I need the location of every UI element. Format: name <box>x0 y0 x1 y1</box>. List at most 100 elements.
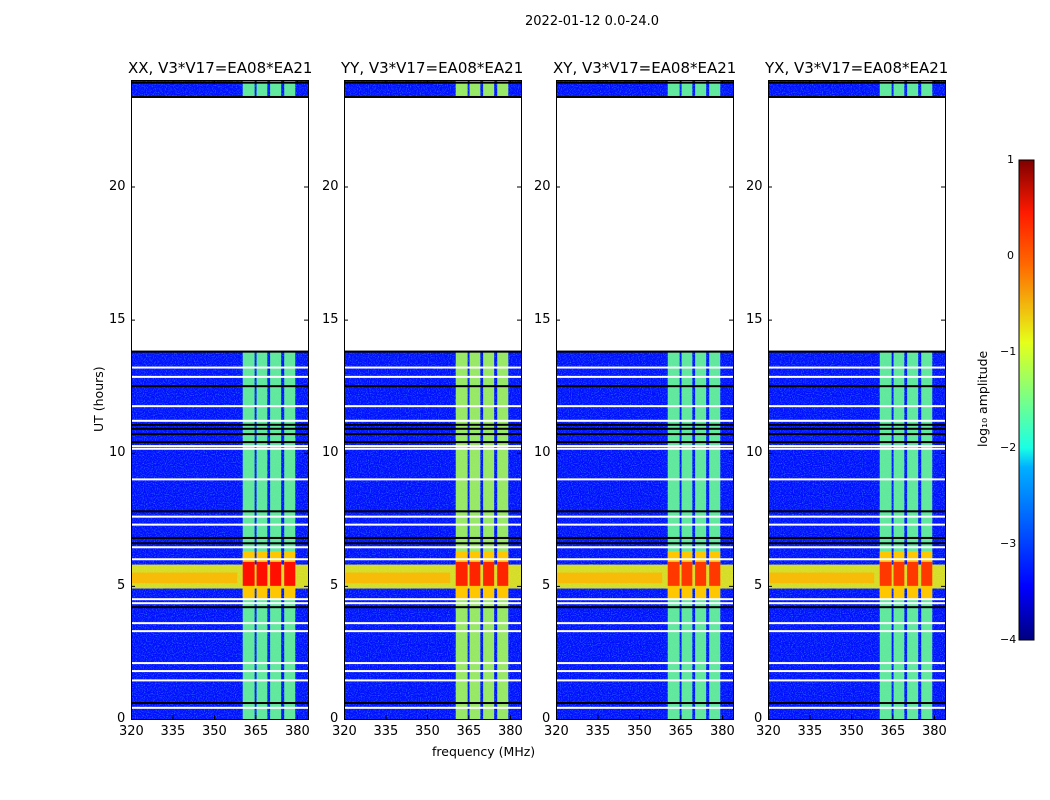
x-tick-mark <box>680 715 682 719</box>
y-tick-mark <box>131 186 135 188</box>
x-tick-label: 350 <box>626 724 652 739</box>
dropout-row <box>768 427 945 430</box>
flagged-row <box>556 405 733 408</box>
x-tick-label: 365 <box>243 724 269 739</box>
flagged-row <box>344 602 521 605</box>
flagged-row <box>768 598 945 601</box>
y-tick-mark <box>941 585 945 587</box>
flagged-row <box>556 670 733 673</box>
y-tick-mark <box>941 186 945 188</box>
flagged-row <box>768 546 945 549</box>
x-tick-label: 350 <box>414 724 440 739</box>
x-tick-label: 380 <box>497 724 523 739</box>
y-tick-label: 0 <box>754 711 763 726</box>
flagged-row <box>131 598 308 601</box>
flagged-row <box>768 622 945 625</box>
flagged-row <box>344 447 521 450</box>
y-tick-mark <box>344 319 348 321</box>
flagged-row <box>131 405 308 408</box>
flagged-row <box>556 375 733 378</box>
y-tick-label: 20 <box>746 178 763 194</box>
rfi-band <box>256 80 268 719</box>
flagged-row <box>131 546 308 549</box>
y-tick-mark <box>344 186 348 188</box>
x-tick-label: 380 <box>921 724 947 739</box>
flagged-row <box>768 706 945 709</box>
flagged-row <box>344 445 521 448</box>
dropout-row <box>131 385 308 388</box>
dropout-row <box>768 433 945 436</box>
flagged-row <box>344 679 521 682</box>
dropout-row <box>556 423 733 426</box>
y-tick-mark <box>768 186 772 188</box>
rfi-band <box>695 80 707 719</box>
y-tick-label: 20 <box>322 178 339 194</box>
flagged-row <box>131 706 308 709</box>
x-tick-label: 335 <box>585 724 611 739</box>
y-tick-mark <box>517 585 521 587</box>
dropout-row <box>344 423 521 426</box>
x-tick-label: 335 <box>160 724 186 739</box>
y-tick-mark <box>517 319 521 321</box>
hot-rfi-core <box>497 561 509 586</box>
rfi-band <box>469 80 481 719</box>
flagged-row <box>768 523 945 526</box>
x-tick-label: 365 <box>668 724 694 739</box>
rfi-band <box>284 80 296 719</box>
flagged-row <box>344 622 521 625</box>
y-tick-mark <box>556 319 560 321</box>
dropout-row <box>556 702 733 705</box>
flagged-row <box>556 523 733 526</box>
hot-time-core <box>131 572 238 584</box>
y-tick-label: 15 <box>109 311 126 327</box>
spectrogram-panel <box>768 80 946 720</box>
flagged-row <box>131 622 308 625</box>
flagged-row <box>131 478 308 481</box>
colorbar-tick-label: 1 <box>1007 153 1014 166</box>
hot-rfi-core <box>681 561 693 586</box>
flagged-row <box>131 366 308 369</box>
flagged-row <box>344 515 521 518</box>
hot-rfi-core <box>270 561 282 586</box>
x-tick-label: 380 <box>709 724 735 739</box>
flagged-row <box>556 478 733 481</box>
hot-rfi-core <box>455 561 468 586</box>
flagged-row <box>556 598 733 601</box>
x-tick-label: 350 <box>838 724 864 739</box>
y-tick-label: 15 <box>534 311 551 327</box>
x-tick-mark <box>426 715 428 719</box>
rfi-band <box>893 80 905 719</box>
y-tick-mark <box>941 452 945 454</box>
panel-title: YY, V3*V17=EA08*EA21 <box>341 59 524 77</box>
x-tick-mark <box>426 80 428 84</box>
flagged-row <box>768 602 945 605</box>
hot-rfi-core <box>695 561 707 586</box>
y-tick-label: 5 <box>330 577 339 593</box>
flagged-row <box>556 447 733 450</box>
x-tick-mark <box>213 715 215 719</box>
y-tick-label: 10 <box>746 444 763 460</box>
flagged-row <box>344 546 521 549</box>
y-tick-label: 10 <box>109 444 126 460</box>
dropout-row <box>768 702 945 705</box>
plot-frame <box>131 80 309 720</box>
y-tick-label: 0 <box>330 711 339 726</box>
flagged-row <box>556 662 733 665</box>
colorbar <box>1018 159 1035 641</box>
x-tick-mark <box>680 80 682 84</box>
y-tick-mark <box>304 585 308 587</box>
x-tick-label: 320 <box>332 724 357 739</box>
rfi-band <box>921 80 933 719</box>
data-edge <box>768 95 945 98</box>
y-tick-label: 0 <box>117 711 126 726</box>
flagged-row <box>556 558 733 561</box>
dropout-row <box>768 81 945 84</box>
dropout-row <box>556 441 733 444</box>
y-tick-label: 5 <box>542 577 551 593</box>
dropout-row <box>556 606 733 609</box>
colorbar-tick-label: −1 <box>1000 345 1017 358</box>
x-tick-mark <box>172 80 174 84</box>
flagged-row <box>344 670 521 673</box>
dropout-row <box>131 441 308 444</box>
